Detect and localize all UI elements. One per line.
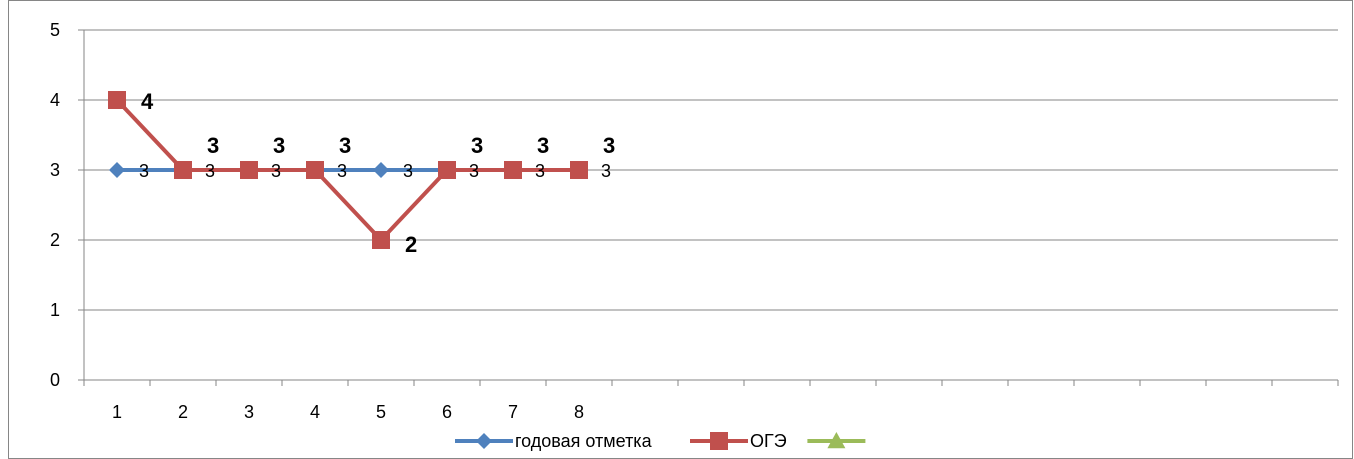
- legend: годовая отметка ОГЭ: [455, 431, 866, 451]
- data-point-series-1: [240, 161, 258, 179]
- data-label-series-0: 3: [337, 161, 347, 181]
- data-label-series-0: 3: [535, 161, 545, 181]
- data-point-series-1: [372, 231, 390, 249]
- series: [108, 91, 588, 249]
- data-point-series-0: [373, 162, 389, 178]
- x-tick-label: 6: [442, 402, 452, 422]
- data-label-series-0: 3: [403, 161, 413, 181]
- data-point-series-1: [174, 161, 192, 179]
- data-label-series-1: 3: [471, 133, 483, 158]
- data-label-series-1: 3: [207, 133, 219, 158]
- data-label-series-1: 3: [273, 133, 285, 158]
- data-labels: 3 3 3 3 3 3 3 3 4 3 3 3 2 3 3 3: [139, 89, 615, 257]
- chart-border: [8, 0, 1353, 459]
- data-point-series-1: [504, 161, 522, 179]
- y-tick-label: 5: [50, 20, 60, 40]
- data-label-series-1: 3: [537, 133, 549, 158]
- y-tick-label: 3: [50, 160, 60, 180]
- data-label-series-0: 3: [205, 161, 215, 181]
- data-label-series-1: 3: [603, 133, 615, 158]
- y-tick-label: 2: [50, 230, 60, 250]
- series-line-1: [115, 98, 579, 242]
- y-tick-label: 4: [50, 90, 60, 110]
- data-point-series-1: [570, 161, 588, 179]
- x-tick-label: 8: [574, 402, 584, 422]
- x-tick-label: 4: [310, 402, 320, 422]
- legend-label-1: ОГЭ: [750, 431, 787, 451]
- data-point-series-1: [108, 91, 126, 109]
- data-label-series-0: 3: [469, 161, 479, 181]
- x-tick-label: 3: [244, 402, 254, 422]
- axes: 0 1 2 3 4 5 1 2 3 4 5 6 7 8: [50, 20, 1339, 422]
- data-label-series-1: 2: [405, 232, 417, 257]
- data-point-series-0: [109, 162, 125, 178]
- y-tick-label: 1: [50, 300, 60, 320]
- legend-marker-1: [710, 432, 728, 450]
- data-point-series-1: [438, 161, 456, 179]
- data-label-series-1: 3: [339, 133, 351, 158]
- data-label-series-1: 4: [141, 89, 154, 114]
- data-label-series-0: 3: [139, 161, 149, 181]
- x-tick-label: 7: [508, 402, 518, 422]
- y-tick-label: 0: [50, 370, 60, 390]
- x-tick-label: 5: [376, 402, 386, 422]
- x-tick-label: 2: [178, 402, 188, 422]
- legend-marker-0: [476, 433, 492, 449]
- legend-label-0: годовая отметка: [515, 431, 653, 451]
- data-point-series-1: [306, 161, 324, 179]
- data-label-series-0: 3: [271, 161, 281, 181]
- data-label-series-0: 3: [601, 161, 611, 181]
- x-tick-label: 1: [112, 402, 122, 422]
- legend-marker-2: [827, 432, 846, 449]
